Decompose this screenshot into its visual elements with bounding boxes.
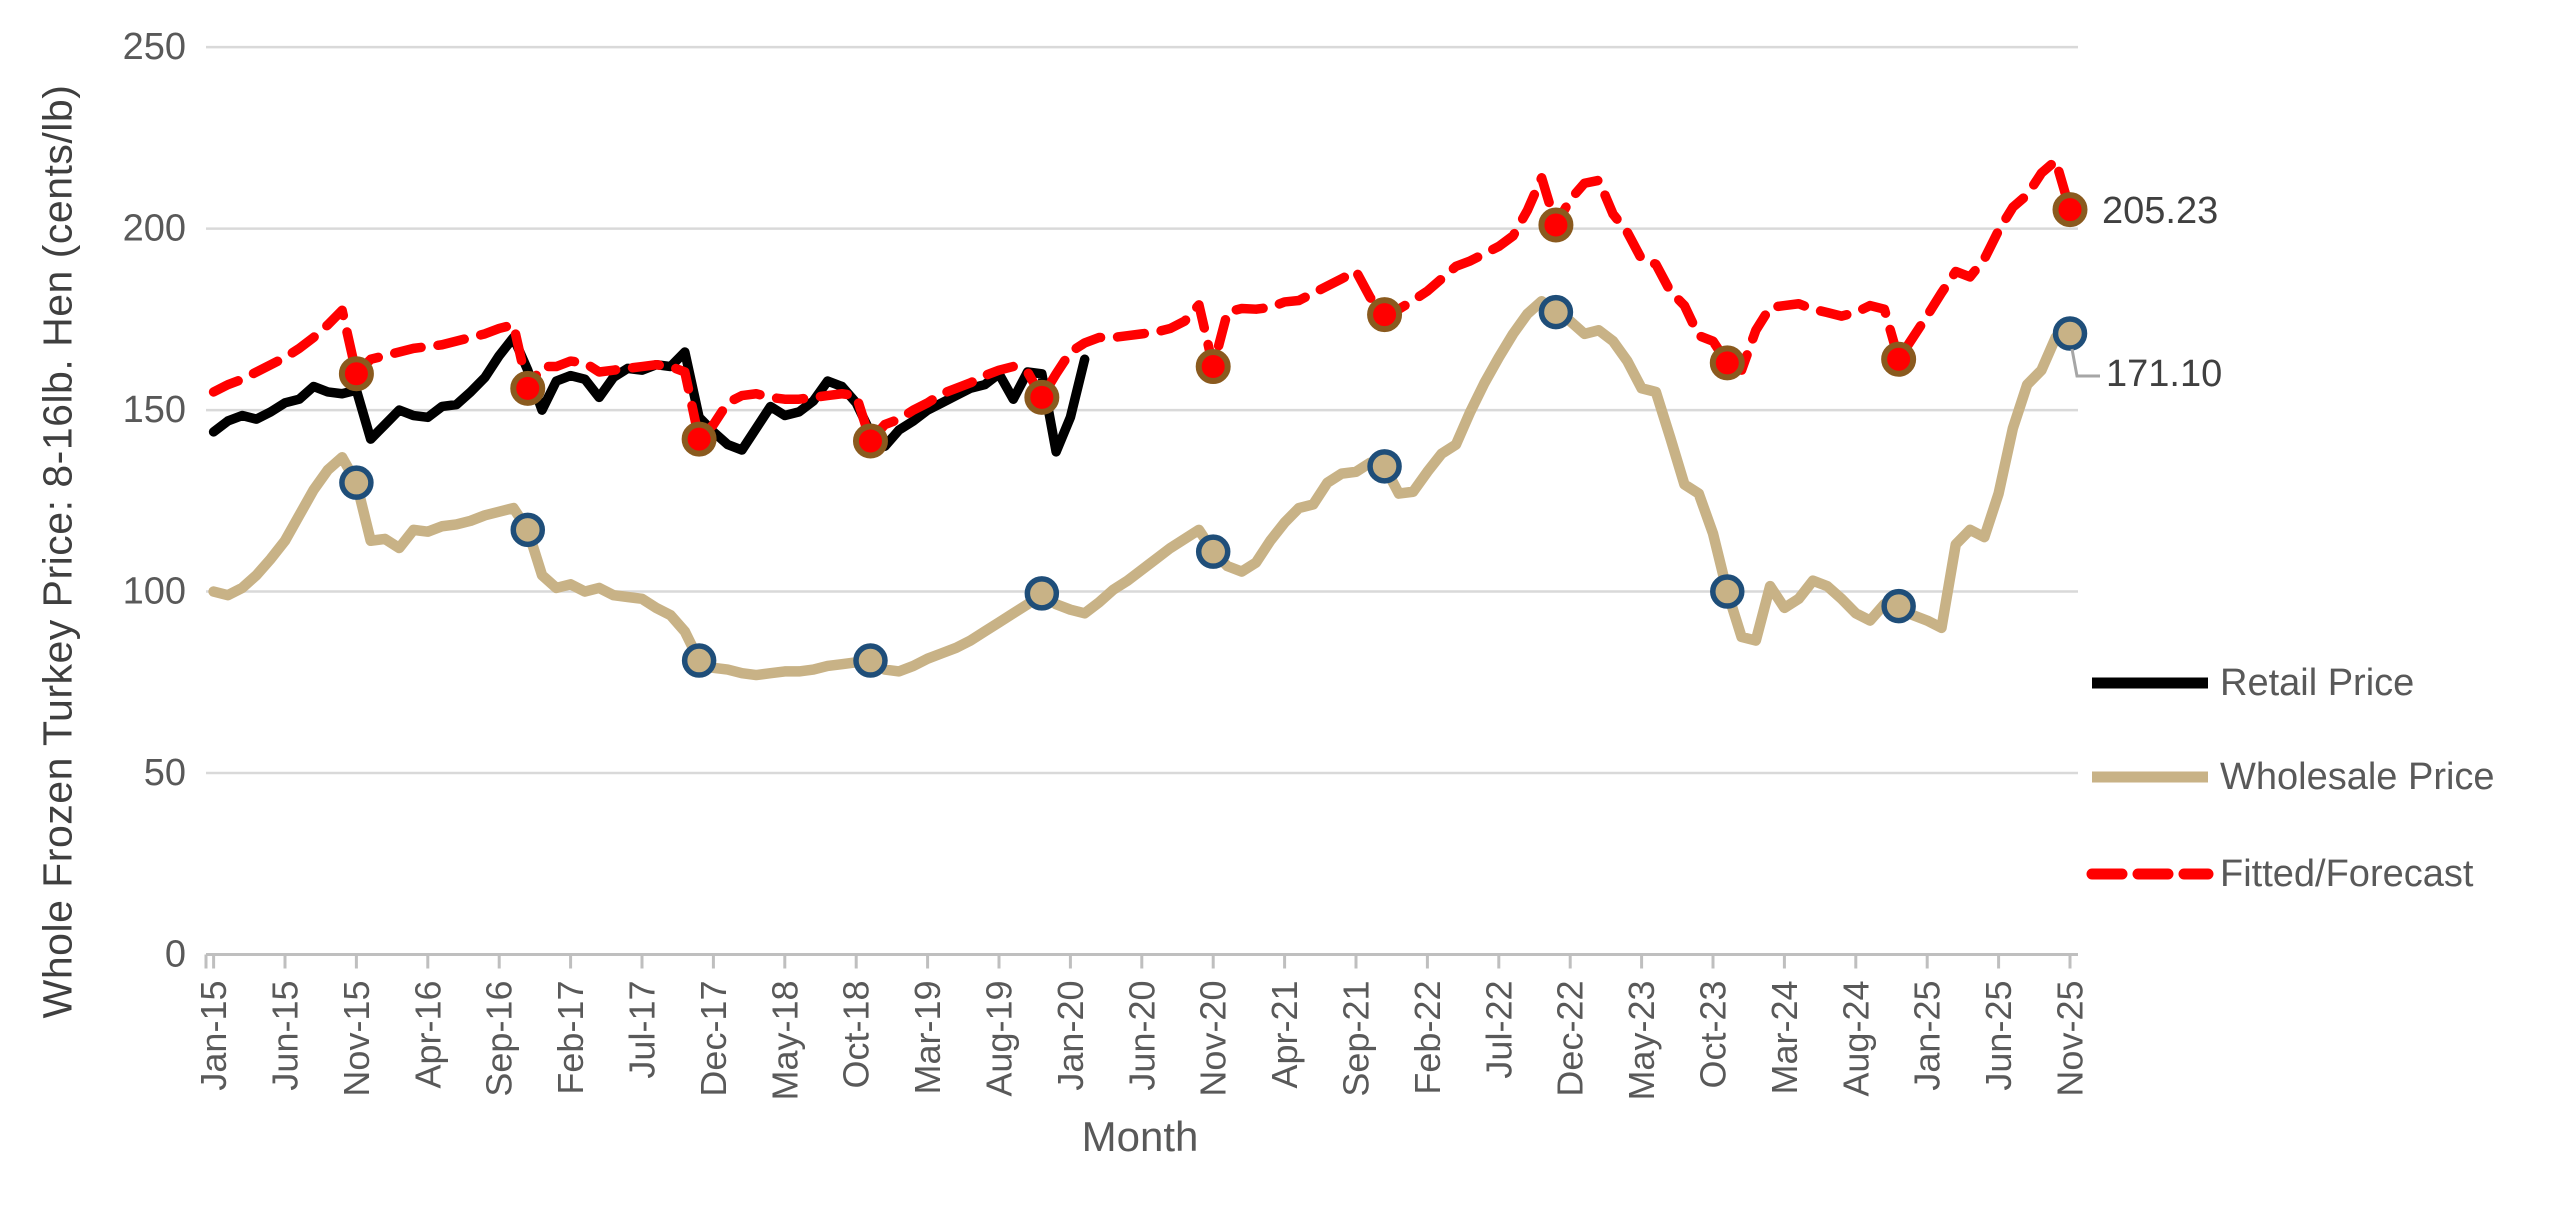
x-tick-label: Mar-24 xyxy=(1764,981,1805,1095)
x-tick-label: Oct-18 xyxy=(836,981,877,1089)
x-tick-label: Sep-21 xyxy=(1336,981,1377,1097)
y-tick-label: 0 xyxy=(165,934,186,976)
y-tick-label: 200 xyxy=(123,208,186,250)
fitted-nov-marker xyxy=(1881,341,1917,377)
x-tick-label: Feb-22 xyxy=(1407,981,1448,1095)
legend-label-1: Retail Price xyxy=(2220,662,2414,704)
x-tick-label: May-23 xyxy=(1621,981,1662,1101)
x-tick-label: Dec-17 xyxy=(693,981,734,1097)
y-tick-label: 100 xyxy=(123,571,186,613)
wholesale-nov-marker xyxy=(1195,534,1231,569)
fitted-nov-marker xyxy=(1709,345,1745,381)
wholesale-nov-marker xyxy=(510,512,546,548)
x-tick-label: Jun-15 xyxy=(265,981,306,1091)
x-tick-label: Dec-22 xyxy=(1550,981,1591,1097)
fitted-forecast-end-value-label: 205.23 xyxy=(2102,190,2219,232)
y-axis: 0 50 100 150 200 250 xyxy=(123,26,186,975)
wholesale-label-leader-line xyxy=(2070,348,2100,378)
wholesale-nov-marker xyxy=(1881,588,1916,624)
wholesale-nov-marker xyxy=(2052,316,2088,351)
x-tick-label: Nov-25 xyxy=(2050,981,2091,1097)
fitted-nov-marker xyxy=(1195,349,1231,385)
wholesale-nov-marker xyxy=(1710,574,1745,609)
x-tick-label: Sep-16 xyxy=(479,981,520,1097)
y-tick-label: 150 xyxy=(123,389,186,431)
wholesale-nov-marker xyxy=(1024,576,1060,611)
y-tick-label: 250 xyxy=(123,26,186,68)
x-tick-label: Jul-17 xyxy=(622,981,663,1079)
fitted-nov-marker xyxy=(1538,207,1574,243)
fitted-nov-marker xyxy=(852,423,888,459)
wholesale-nov-marker xyxy=(681,643,717,678)
wholesale-nov-marker xyxy=(1538,294,1574,330)
fitted-nov-marker xyxy=(681,421,717,457)
x-tick-label: Mar-19 xyxy=(907,981,948,1095)
x-axis-title: Month xyxy=(1081,1113,1199,1160)
x-tick-label: Oct-23 xyxy=(1693,981,1734,1089)
x-tick-label: Aug-24 xyxy=(1835,981,1876,1097)
fitted-nov-marker xyxy=(338,356,374,392)
wholesale-price-line xyxy=(208,295,2076,681)
x-tick-label: Jul-22 xyxy=(1478,981,1519,1079)
wholesale-nov-marker xyxy=(339,465,374,500)
x-tick-label: Jan-20 xyxy=(1050,981,1091,1091)
retail-price-line xyxy=(208,332,1090,457)
legend: Retail Price Wholesale Price Fitted/Foreca… xyxy=(2086,662,2495,895)
legend-label-3: Fitted/Forecast xyxy=(2220,853,2474,895)
wholesale-nov-marker xyxy=(1367,449,1402,484)
y-tick-label: 50 xyxy=(144,752,186,794)
x-tick-label: Jan-15 xyxy=(193,981,234,1091)
x-tick-label: Jan-25 xyxy=(1907,981,1948,1091)
fitted-nov-marker xyxy=(1367,297,1403,333)
gridlines xyxy=(206,45,2078,775)
wholesale-end-value-label: 171.10 xyxy=(2106,353,2223,395)
fitted-nov-marker xyxy=(1024,379,1060,415)
x-tick-label: Nov-15 xyxy=(336,981,377,1097)
x-tick-label: May-18 xyxy=(764,981,805,1101)
fitted-forecast-line xyxy=(208,156,2075,446)
x-tick-label: Jun-25 xyxy=(1978,981,2019,1091)
legend-label-2: Wholesale Price xyxy=(2220,756,2495,798)
y-axis-title: Whole Frozen Turkey Price: 8-16lb. Hen (… xyxy=(34,84,81,1019)
x-tick-label: Apr-16 xyxy=(407,981,448,1089)
x-tick-label: Apr-21 xyxy=(1264,981,1305,1089)
wholesale-nov-marker xyxy=(853,643,888,678)
x-axis: Jan-15 Jun-15 Nov-15 Apr-16 Sep-16 Feb-17 Jul-… xyxy=(193,953,2091,1101)
fitted-nov-marker xyxy=(510,370,546,406)
november-markers xyxy=(338,192,2088,678)
x-tick-label: Nov-20 xyxy=(1193,981,1234,1097)
fitted-nov-marker xyxy=(2052,192,2088,228)
x-tick-label: Feb-17 xyxy=(550,981,591,1095)
x-tick-label: Jun-20 xyxy=(1121,981,1162,1091)
x-tick-label: Aug-19 xyxy=(979,981,1020,1097)
